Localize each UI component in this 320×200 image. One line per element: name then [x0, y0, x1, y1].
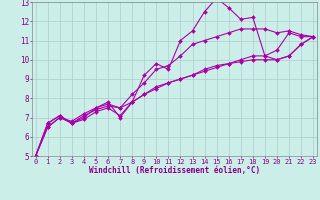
X-axis label: Windchill (Refroidissement éolien,°C): Windchill (Refroidissement éolien,°C)	[89, 166, 260, 175]
